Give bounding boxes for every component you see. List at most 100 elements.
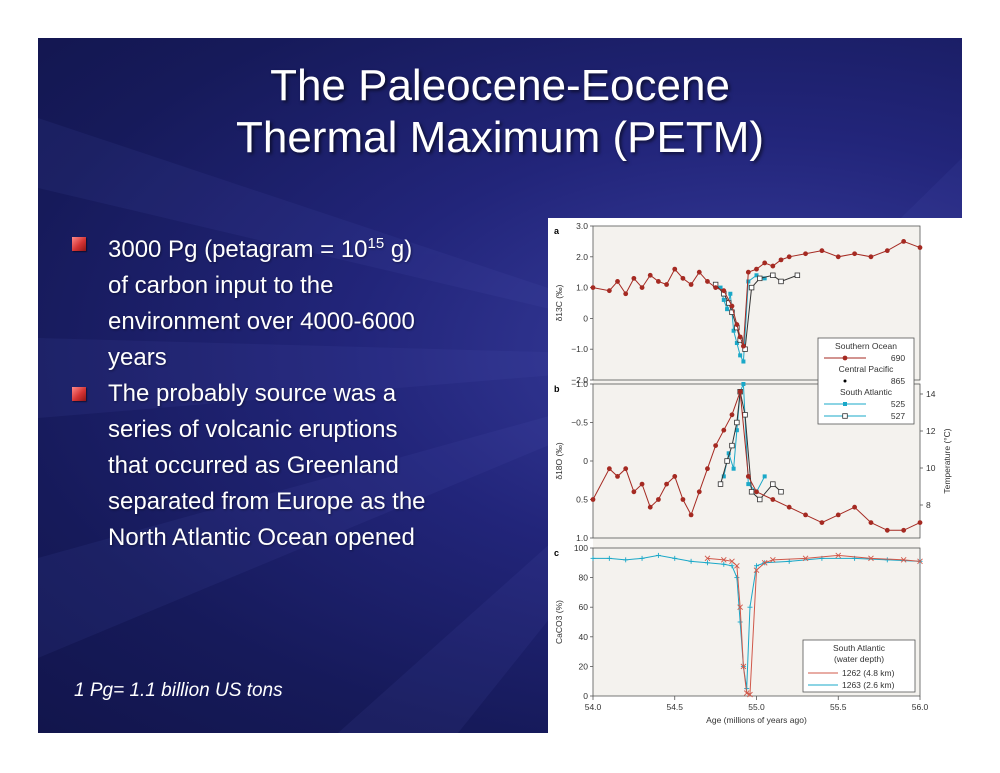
series-690-a-point [696,269,702,275]
series-1262-point [900,557,907,563]
series-690-b-point [672,474,678,479]
series-527-b-point [734,419,740,426]
bullet-item: The probably source was a series of volc… [72,376,552,556]
series-690-a-point [664,282,669,287]
series-690-a-point [606,288,612,294]
series-690-b-point [590,497,596,502]
series-690-a-point [754,266,759,272]
y-tick-label: 1.0 [576,533,588,543]
x-tick-label: 54.0 [585,702,602,712]
y2-tick-label: 8 [926,500,931,510]
series-690-b-point [917,520,923,525]
series-690-b-point [729,412,735,418]
series-690-a-point [688,282,694,287]
bullet-text: years [108,344,167,371]
y-tick-label: −1.0 [571,379,588,389]
y-tick-label: 0 [583,313,588,323]
series-1262-point [802,555,809,562]
plot-background [593,226,920,696]
series-1262-point [917,558,923,565]
series-1263-line [593,554,921,689]
y-tick-label: 2.0 [576,252,588,262]
bullet-text: environment over 4000-6000 [108,308,415,335]
series-525-a-point [725,307,730,312]
footnote: 1 Pg= 1.1 billion US tons [74,680,283,701]
series-690-a-point [852,251,857,257]
series-525-a-point [718,285,723,290]
y-tick-label: 1.0 [576,283,588,293]
series-690-a-point [884,248,890,254]
series-525-b-point [726,451,731,456]
series-525-a-point [746,279,751,284]
series-690-a-point [778,257,784,263]
series-690-b-point [835,512,841,518]
legend-marker-865 [843,379,847,383]
petm-chart: a 3.02.01.00−1.0−2.0b −1.0−0.500.51.0c 1008… [554,221,952,725]
legend-label: 1263 (2.6 km) [842,680,895,690]
series-527-a-point [778,278,784,285]
series-525-a-point [731,328,736,333]
legend-label: Southern Ocean [835,341,897,351]
petm-figure: a 3.0 2.0 1.0 0 −1.0 −2.0 b −1.0 −0.5 0 0.5 1.0 c 100 8… [548,218,962,733]
y-axis-label: CaCO3 (%) [554,600,564,644]
x-tick-label: 55.0 [748,702,765,712]
legend-label: 690 [891,353,905,363]
series-527-a-point [748,284,755,291]
bullet-text: g) [384,236,413,263]
series-525-a-point [738,353,743,358]
y-tick-label: −1.0 [571,344,588,354]
series-525-a-point [721,297,726,302]
series-525-b-point [746,482,751,487]
series-690-a-point [705,279,710,284]
series-1262-point [761,559,768,566]
series-690-b-point [656,497,661,502]
series-690-a-point [631,275,637,281]
series-690-b-point [639,481,645,487]
panel-letter-a: a [554,226,560,236]
series-690-b-point [754,489,759,495]
y-tick-label: 40 [579,632,589,642]
legend-box-ab [817,337,915,425]
y2-tick-label: 14 [926,389,936,399]
bullet-list: 3000 Pg (petagram = 1015 g) of carbon in… [72,226,552,556]
series-690-b-point [631,489,637,495]
y-tick-label: 0 [583,456,588,466]
square-bullet-icon [72,237,86,251]
y-axis-label: δ13C (‰) [554,284,564,321]
series-690-a-point [770,263,776,269]
y-tick-label: 60 [579,602,589,612]
bullet-text: of carbon input to the [108,272,334,299]
legend-box-c [802,639,916,693]
y-tick-label: −0.5 [571,418,588,428]
series-525-b-point [731,466,736,471]
series-527-b-point [770,481,776,487]
series-690-b-point [737,389,743,395]
legend-label: 525 [891,399,905,409]
bullet-text: series of volcanic eruptions [108,416,398,443]
series-525-b-point [721,474,726,479]
series-690-b-point [705,466,710,472]
y-tick-label: 0.5 [576,495,588,505]
legend-marker-525 [843,402,847,406]
series-690-b-point [696,489,702,495]
y2-axis-label: Temperature (°C) [942,428,952,493]
series-1262-point [835,552,842,559]
bullet-text: North Atlantic Ocean opened [108,524,415,551]
legend-title: (water depth) [834,654,884,664]
series-690-a-point [729,303,735,309]
series-690-b-point [688,512,694,518]
series-1262-point [868,555,874,562]
bullet-text: that occurred as Greenland [108,452,399,479]
series-1262-point [747,691,753,698]
series-525-a-point [762,276,767,281]
square-bullet-icon [72,387,86,401]
y-tick-label: −2.0 [571,375,588,385]
series-527-b-point [778,489,784,495]
y2-tick-label: 12 [926,426,936,436]
series-690-a-point [721,288,727,294]
title-line-2: Thermal Maximum (PETM) [235,113,765,162]
series-1262-point [770,557,776,563]
series-690-a-point [713,285,719,290]
series-690-b-point [884,527,890,533]
series-690-a-point [615,279,620,284]
